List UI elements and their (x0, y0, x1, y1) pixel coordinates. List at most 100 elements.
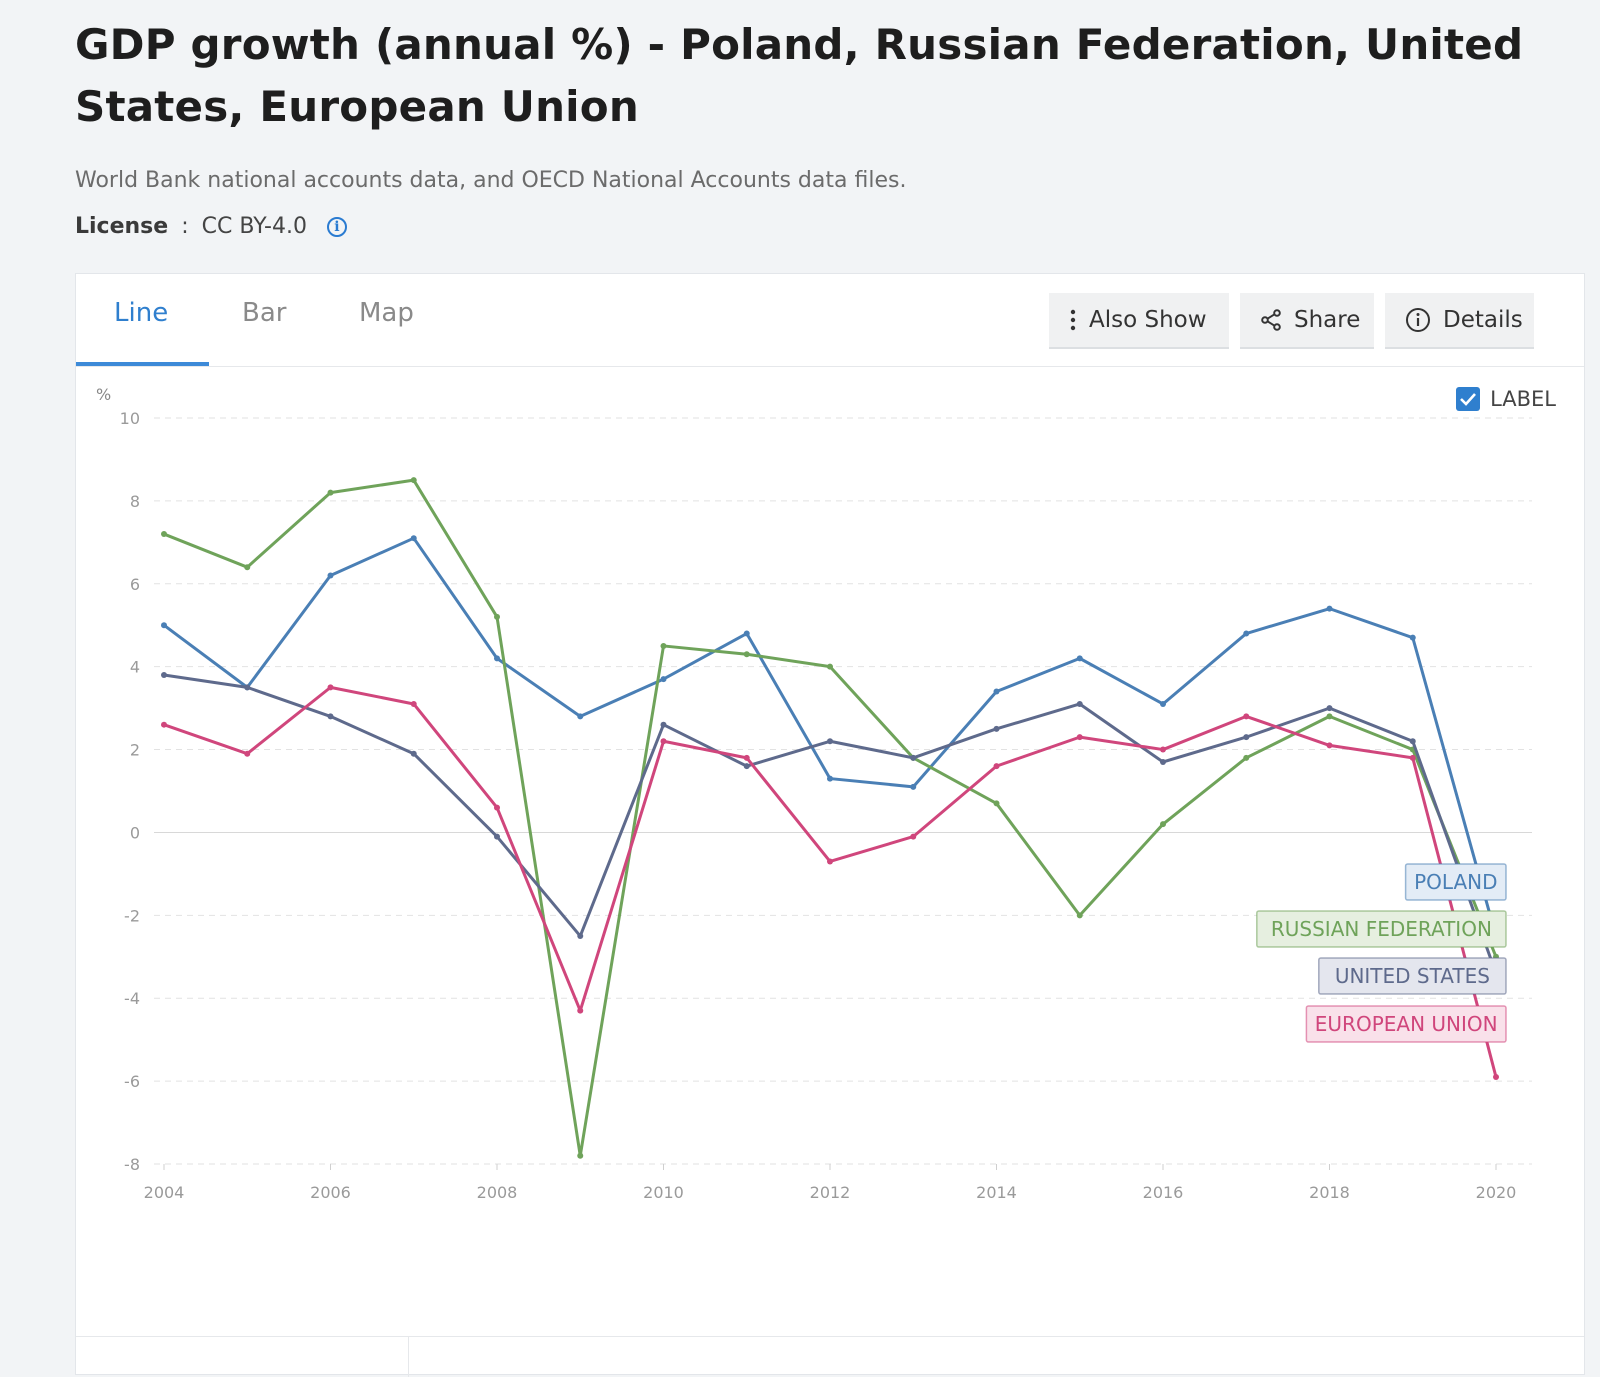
data-point-us (410, 750, 417, 757)
info-circle-icon (1406, 308, 1430, 332)
info-icon[interactable]: i (326, 216, 347, 237)
x-tick-label: 2018 (1309, 1183, 1350, 1202)
data-point-us (577, 933, 584, 940)
data-point-us (161, 671, 167, 678)
label-toggle[interactable]: LABEL (1456, 387, 1556, 411)
y-tick-label: 8 (130, 492, 140, 511)
data-point-russia (1076, 912, 1083, 919)
tab-bar[interactable]: Bar (242, 298, 287, 328)
x-tick-label: 2006 (310, 1183, 351, 1202)
x-tick-label: 2010 (643, 1183, 684, 1202)
data-point-us (1076, 700, 1083, 707)
data-point-poland (1326, 605, 1333, 612)
checkmark-icon (1460, 393, 1477, 406)
data-point-us (327, 713, 334, 720)
data-point-poland (161, 622, 167, 629)
series-end-label-box (1404, 863, 1507, 901)
active-tab-indicator (76, 362, 209, 366)
data-point-russia (993, 800, 1000, 807)
data-point-us (1326, 705, 1333, 712)
tab-line[interactable]: Line (114, 298, 169, 328)
data-point-eu (161, 721, 167, 728)
also-show-button[interactable]: Also Show (1049, 293, 1229, 349)
data-point-us (1409, 738, 1416, 745)
page-title: GDP growth (annual %) - Poland, Russian … (75, 20, 1524, 131)
x-tick-label: 2020 (1476, 1183, 1517, 1202)
license-value: CC BY-4.0 (201, 214, 307, 239)
data-point-russia (1160, 821, 1166, 828)
series-end-label-box (1318, 957, 1507, 995)
data-point-eu (327, 684, 334, 691)
data-point-us (244, 684, 251, 691)
label-toggle-text: LABEL (1490, 387, 1556, 411)
source-note: World Bank national accounts data, and O… (75, 168, 907, 193)
chart-card: Line Bar Map Also Show Share Details LAB… (75, 273, 1585, 1377)
tab-map[interactable]: Map (359, 298, 414, 328)
y-tick-label: -8 (124, 1155, 140, 1174)
data-point-eu (743, 754, 750, 761)
data-point-eu (827, 858, 833, 865)
data-point-russia (494, 613, 500, 620)
license-separator: : (174, 214, 196, 239)
data-point-russia (244, 564, 251, 571)
y-axis-unit: % (96, 385, 111, 404)
series-end-label: UNITED STATES (1335, 964, 1490, 988)
data-point-russia (660, 642, 667, 649)
x-tick-label: 2014 (976, 1183, 1017, 1202)
data-point-poland (327, 572, 334, 579)
data-point-poland (993, 688, 1000, 695)
license-label: License (75, 214, 169, 239)
data-point-poland (410, 535, 417, 542)
bottom-divider (408, 1337, 409, 1377)
data-point-russia (1243, 754, 1250, 761)
data-point-eu (1160, 746, 1166, 753)
details-label: Details (1443, 307, 1523, 333)
data-point-poland (1243, 630, 1250, 637)
data-point-eu (1326, 742, 1333, 749)
data-point-eu (1493, 1073, 1499, 1080)
data-point-us (660, 721, 667, 728)
series-end-label: POLAND (1414, 870, 1497, 894)
share-label: Share (1294, 307, 1361, 333)
x-tick-label: 2008 (477, 1183, 518, 1202)
data-point-poland (577, 713, 584, 720)
share-icon (1261, 309, 1281, 331)
data-point-poland (1076, 655, 1083, 662)
data-point-us (827, 738, 833, 745)
data-point-poland (743, 630, 750, 637)
also-show-label: Also Show (1089, 307, 1207, 333)
details-button[interactable]: Details (1385, 293, 1534, 349)
license-line: License : CC BY-4.0 i (75, 214, 347, 239)
data-point-eu (494, 804, 500, 811)
data-point-eu (1243, 713, 1250, 720)
data-point-russia (327, 489, 334, 496)
data-point-eu (993, 763, 1000, 770)
data-point-us (1243, 734, 1250, 741)
kebab-menu-icon (1070, 309, 1076, 331)
series-end-label-box (1305, 1005, 1507, 1043)
series-end-label-box (1256, 910, 1507, 948)
share-button[interactable]: Share (1240, 293, 1374, 349)
data-point-poland (494, 655, 500, 662)
y-tick-label: 0 (130, 823, 140, 842)
data-point-russia (827, 663, 833, 670)
data-point-eu (244, 750, 251, 757)
y-tick-label: 6 (130, 575, 140, 594)
series-line-russia (163, 478, 1498, 1158)
data-point-eu (1409, 754, 1416, 761)
data-point-eu (1076, 734, 1083, 741)
series-end-label: RUSSIAN FEDERATION (1271, 917, 1492, 941)
label-checkbox[interactable] (1456, 387, 1481, 411)
data-point-us (743, 763, 750, 770)
series-line-poland (163, 536, 1498, 937)
series-line-eu (163, 685, 1498, 1078)
y-tick-label: 2 (130, 741, 140, 760)
y-tick-label: 10 (120, 409, 140, 428)
data-point-russia (1326, 713, 1333, 720)
x-tick-label: 2012 (810, 1183, 851, 1202)
chart-type-tabs: Line Bar Map Also Show Share Details (76, 274, 1584, 367)
data-point-us (1160, 758, 1166, 765)
series-end-label: EUROPEAN UNION (1315, 1012, 1498, 1036)
data-point-us (494, 833, 500, 840)
